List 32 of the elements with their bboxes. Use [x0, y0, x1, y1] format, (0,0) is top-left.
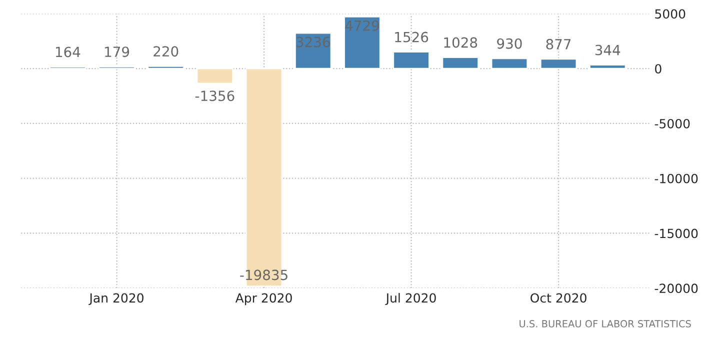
data-label: -1356 [195, 90, 234, 102]
data-label: -19835 [240, 270, 288, 280]
data-label: 4729 [345, 20, 379, 31]
y-tick-label: -10000 [654, 174, 698, 184]
bar [196, 68, 234, 84]
bar [490, 58, 528, 70]
y-tick-label: 0 [655, 64, 662, 74]
bar [589, 64, 626, 70]
data-label: 877 [546, 38, 571, 50]
data-label: 1028 [444, 37, 478, 48]
x-tick-label: Apr 2020 [235, 293, 292, 306]
x-tick-label: Jul 2020 [385, 292, 436, 305]
text: U.S. BUREAU OF LABOR STATISTICS [520, 320, 691, 328]
y-tick-label: -15000 [654, 228, 698, 238]
bar [540, 58, 578, 70]
bar [392, 51, 430, 70]
bar [147, 65, 184, 70]
x-tick-label: Oct 2020 [530, 293, 586, 303]
y-tick-label: -20000 [654, 284, 698, 294]
y-tick-label: 5000 [655, 9, 686, 19]
data-label: 164 [56, 46, 80, 58]
y-tick-label: -5000 [654, 118, 690, 128]
data-label: 930 [497, 38, 522, 49]
data-label: 3236 [296, 36, 330, 48]
bar [442, 56, 479, 70]
data-label: 1526 [395, 32, 428, 42]
data-label: 344 [595, 44, 620, 56]
data-label: 220 [154, 46, 178, 57]
x-tick-label: Jan 2020 [88, 293, 144, 305]
data-label: 179 [105, 46, 130, 58]
bar [294, 32, 332, 70]
bar [344, 16, 381, 70]
